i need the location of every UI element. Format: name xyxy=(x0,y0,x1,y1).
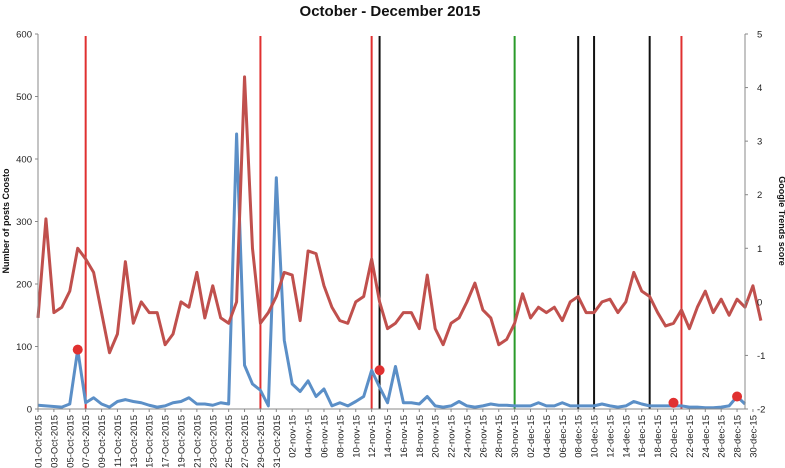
x-tick-label: 04-nov-15 xyxy=(304,415,315,458)
x-tick-label: 31-Oct-2015 xyxy=(272,415,283,468)
coosto-posts-line xyxy=(37,132,747,410)
x-tick-label: 09-Oct-2015 xyxy=(97,415,108,468)
event-lines xyxy=(84,36,683,409)
y-left-tick-label: 200 xyxy=(16,280,32,291)
x-tick-label: 12-nov-15 xyxy=(367,415,378,458)
event-marker-dot xyxy=(374,365,385,376)
x-tick-label: 24-dec-15 xyxy=(701,415,712,458)
y-right-tick-label: 1 xyxy=(757,244,762,255)
y-right-tick-label: 4 xyxy=(757,83,762,94)
x-tick-label: 18-dec-15 xyxy=(653,415,664,458)
event-markers xyxy=(72,344,743,408)
x-tick-label: 29-Oct-2015 xyxy=(256,415,267,468)
chart-title: October - December 2015 xyxy=(300,3,481,20)
x-tick-label: 05-Oct-2015 xyxy=(65,415,76,468)
y-right-tick-label: 3 xyxy=(757,137,762,148)
left-y-ticks: 0 100 200 300 400 500 600 xyxy=(16,30,38,416)
x-ticks: 01-Oct-2015 03-Oct-2015 05-Oct-2015 07-Oct-… xyxy=(34,409,759,468)
x-tick-label: 22-dec-15 xyxy=(685,415,696,458)
x-tick-label: 14-nov-15 xyxy=(383,415,394,458)
x-tick-label: 04-dec-15 xyxy=(542,415,553,458)
x-tick-label: 17-Oct-2015 xyxy=(161,415,172,468)
x-tick-label: 25-Oct-2015 xyxy=(224,415,235,468)
x-tick-label: 10-dec-15 xyxy=(590,415,601,458)
y-left-tick-label: 100 xyxy=(16,342,32,353)
y-right-tick-label: 2 xyxy=(757,190,762,201)
x-tick-label: 01-Oct-2015 xyxy=(34,415,45,468)
right-y-ticks: -2 -1 0 1 2 3 4 5 xyxy=(745,30,765,416)
event-marker-dot xyxy=(668,397,679,408)
y-right-tick-label: 5 xyxy=(757,30,762,41)
x-tick-label: 22-nov-15 xyxy=(447,415,458,458)
x-tick-label: 28-nov-15 xyxy=(494,415,505,458)
series-lines xyxy=(36,75,763,410)
y-axis-left-label: Number of posts Coosto xyxy=(1,168,11,274)
x-tick-label: 18-nov-15 xyxy=(415,415,426,458)
x-tick-label: 12-dec-15 xyxy=(605,415,616,458)
event-marker-dot xyxy=(732,391,743,402)
x-tick-label: 03-Oct-2015 xyxy=(49,415,60,468)
x-tick-label: 26-nov-15 xyxy=(478,415,489,458)
x-tick-label: 11-Oct-2015 xyxy=(113,415,124,467)
x-tick-label: 23-Oct-2015 xyxy=(208,415,219,468)
x-tick-label: 30-dec-15 xyxy=(748,415,759,458)
x-tick-label: 02-nov-15 xyxy=(288,415,299,458)
x-tick-label: 08-nov-15 xyxy=(335,415,346,458)
x-tick-label: 07-Oct-2015 xyxy=(81,415,92,468)
y-left-tick-label: 400 xyxy=(16,155,32,166)
x-tick-label: 10-nov-15 xyxy=(351,415,362,458)
event-marker-dot xyxy=(72,344,83,355)
y-right-tick-label: 0 xyxy=(757,297,762,308)
x-tick-label: 26-dec-15 xyxy=(717,415,728,458)
y-left-tick-label: 300 xyxy=(16,217,32,228)
x-tick-label: 21-Oct-2015 xyxy=(192,415,203,468)
y-right-tick-label: -2 xyxy=(757,405,765,416)
x-tick-label: 28-dec-15 xyxy=(733,415,744,458)
x-tick-label: 19-Oct-2015 xyxy=(176,415,187,468)
x-tick-label: 24-nov-15 xyxy=(462,415,473,458)
x-tick-label: 06-dec-15 xyxy=(558,415,569,458)
plot-frame xyxy=(37,34,746,410)
y-right-tick-label: -1 xyxy=(757,351,765,362)
x-tick-label: 30-nov-15 xyxy=(510,415,521,458)
google-trends-line xyxy=(36,75,763,355)
x-tick-label: 14-dec-15 xyxy=(621,415,632,458)
x-tick-label: 16-dec-15 xyxy=(637,415,648,458)
x-tick-label: 27-Oct-2015 xyxy=(240,415,251,468)
x-tick-label: 02-dec-15 xyxy=(526,415,537,458)
y-left-tick-label: 0 xyxy=(27,405,32,416)
x-tick-label: 15-Oct-2015 xyxy=(145,415,156,468)
y-axis-right-label: Google Trends score xyxy=(777,176,785,266)
y-left-tick-label: 600 xyxy=(16,30,32,41)
x-tick-label: 06-nov-15 xyxy=(319,415,330,458)
x-tick-label: 08-dec-15 xyxy=(574,415,585,458)
x-tick-label: 13-Oct-2015 xyxy=(129,415,140,468)
y-left-tick-label: 500 xyxy=(16,92,32,103)
x-tick-label: 20-nov-15 xyxy=(431,415,442,458)
x-tick-label: 16-nov-15 xyxy=(399,415,410,458)
x-tick-label: 20-dec-15 xyxy=(669,415,680,458)
